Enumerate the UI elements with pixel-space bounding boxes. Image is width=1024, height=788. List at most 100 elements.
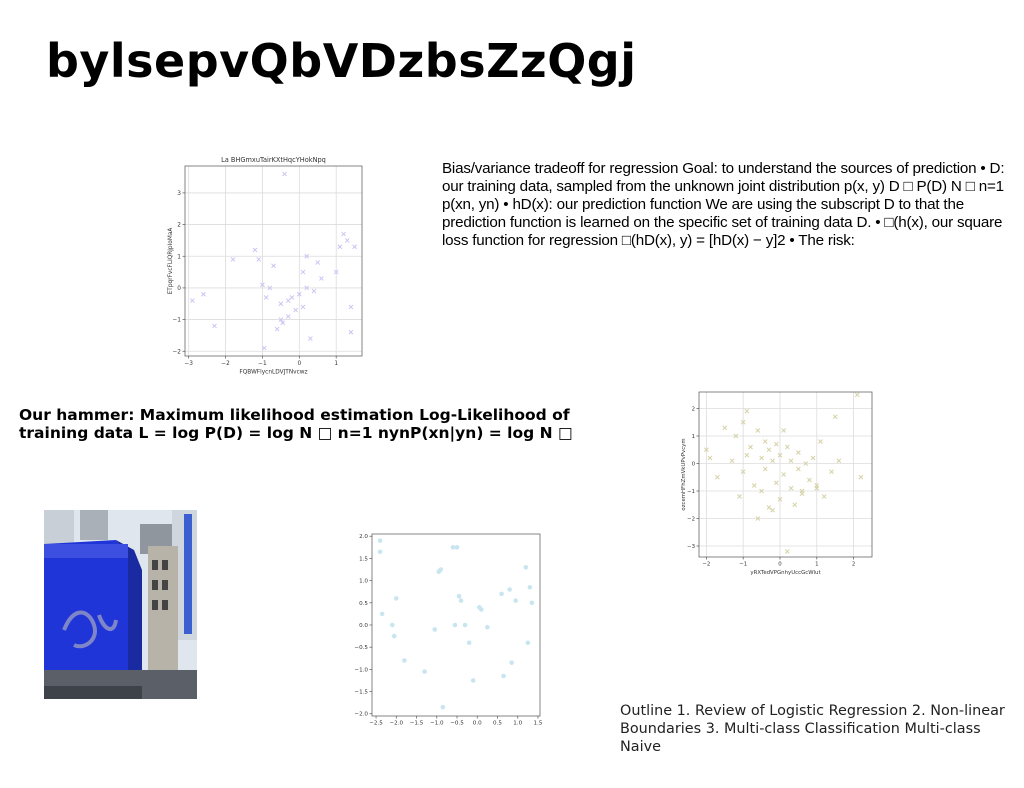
data-point-stroke xyxy=(784,444,790,450)
y-tick-label: 3 xyxy=(177,191,181,197)
data-point-stroke xyxy=(311,288,317,294)
data-point-stroke xyxy=(788,458,794,464)
y-tick-label: 0.5 xyxy=(359,601,368,607)
data-point-stroke xyxy=(740,419,746,425)
data-point-stroke xyxy=(751,483,757,488)
y-tick-label: 2 xyxy=(177,223,181,229)
data-point xyxy=(315,260,321,265)
building-photo xyxy=(44,510,197,699)
data-point-stroke xyxy=(766,447,772,453)
data-point-stroke xyxy=(280,320,286,326)
data-point xyxy=(352,244,357,250)
data-point-stroke xyxy=(784,549,790,554)
data-point-stroke xyxy=(781,428,787,433)
data-point xyxy=(759,455,764,461)
data-point xyxy=(501,673,506,679)
data-point xyxy=(810,455,816,461)
data-point xyxy=(788,458,794,464)
data-point xyxy=(821,494,827,499)
data-point xyxy=(300,269,306,275)
data-point xyxy=(319,276,324,281)
data-point xyxy=(296,291,302,297)
data-point xyxy=(261,345,267,351)
data-point xyxy=(278,317,284,322)
x-tick-label: 0.5 xyxy=(493,721,502,727)
data-point xyxy=(278,301,284,307)
y-tick-label: −1.5 xyxy=(354,690,368,696)
data-point xyxy=(256,257,262,262)
data-point-stroke xyxy=(230,257,236,262)
x-tick-label: 1 xyxy=(334,361,338,367)
data-point-stroke xyxy=(810,455,816,461)
data-point xyxy=(252,247,258,253)
data-point xyxy=(759,488,764,494)
data-point xyxy=(263,295,269,300)
data-point-stroke xyxy=(777,452,783,458)
data-point-stroke xyxy=(315,260,321,265)
data-point xyxy=(770,507,775,513)
data-point xyxy=(781,472,787,477)
data-point-stroke xyxy=(770,458,775,464)
data-point xyxy=(479,607,484,612)
x-tick-label: −1 xyxy=(739,561,747,567)
data-point xyxy=(527,584,533,590)
data-point xyxy=(796,466,801,472)
data-point xyxy=(274,326,280,332)
data-point xyxy=(440,704,446,710)
data-point xyxy=(432,627,438,632)
data-point xyxy=(289,295,295,300)
data-point xyxy=(773,441,779,447)
y-tick-label: 1 xyxy=(692,434,695,440)
data-point-stroke xyxy=(755,428,761,433)
scatter-chart-2: −2 −1 0 1 2 −3 −2 −1 0 1 2 yRXTedVPGnhyUccGcWlut ozc… xyxy=(681,391,873,576)
data-point xyxy=(799,488,805,494)
data-point xyxy=(704,447,709,453)
data-point xyxy=(523,564,529,570)
data-point xyxy=(729,458,735,464)
data-point xyxy=(740,469,746,475)
data-point xyxy=(766,505,772,510)
data-point xyxy=(755,516,761,521)
x-axis-label: FQBWFlycnLDVJTNvcwz xyxy=(239,370,307,376)
data-point xyxy=(751,483,757,488)
data-point xyxy=(341,231,346,237)
data-point-stroke xyxy=(341,231,346,237)
data-point xyxy=(454,545,460,550)
data-point-stroke xyxy=(729,458,735,464)
data-point-stroke xyxy=(748,444,753,450)
data-point-stroke xyxy=(333,269,339,275)
data-point xyxy=(230,257,236,262)
data-point xyxy=(777,452,783,458)
x-tick-label: 0 xyxy=(778,561,782,567)
data-point-stroke xyxy=(766,505,772,510)
data-point-stroke xyxy=(773,441,779,447)
data-point-stroke xyxy=(777,496,783,502)
data-point xyxy=(300,304,306,310)
data-point-stroke xyxy=(755,516,761,521)
data-point-stroke xyxy=(704,447,709,453)
x-tick-label: −2 xyxy=(221,361,230,367)
y-tick-label: 2 xyxy=(692,406,695,412)
data-point xyxy=(311,288,317,294)
data-point-stroke xyxy=(770,507,775,513)
y-axis-label: ozcemHFhZmVkUPvPvcym xyxy=(681,438,687,510)
data-point xyxy=(788,485,794,491)
data-point xyxy=(722,425,728,431)
data-point xyxy=(267,285,273,291)
data-point xyxy=(438,567,444,572)
x-tick-label: −1.5 xyxy=(410,721,424,727)
data-point xyxy=(304,253,310,259)
data-point xyxy=(707,455,713,461)
y-tick-label: −2 xyxy=(687,516,695,522)
data-point xyxy=(458,598,464,603)
data-point-stroke xyxy=(319,276,324,281)
y-tick-label: 0 xyxy=(692,461,696,467)
data-point-stroke xyxy=(274,326,280,332)
data-point-stroke xyxy=(803,461,809,466)
data-point xyxy=(201,291,206,297)
data-point-stroke xyxy=(788,485,794,491)
data-point xyxy=(762,439,768,444)
data-point xyxy=(452,622,458,628)
data-point xyxy=(456,593,462,599)
